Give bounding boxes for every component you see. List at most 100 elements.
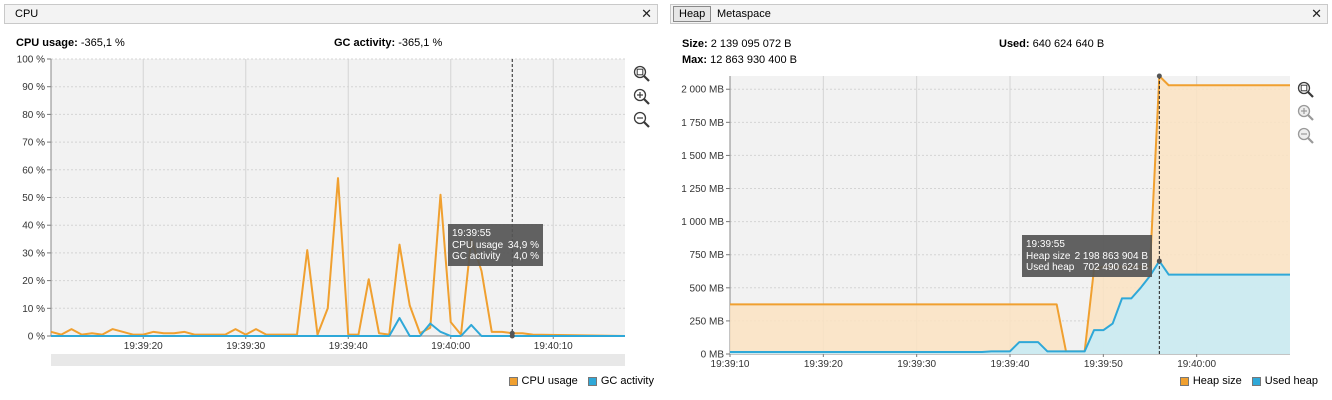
zoom-out-icon (1297, 127, 1314, 144)
zoom-in-icon (633, 88, 650, 105)
heap-ytick-label: 1 000 MB (681, 217, 724, 228)
heap-xtick-label: 19:39:30 (897, 359, 936, 370)
cpu-tooltip-label: GC activity (452, 251, 500, 262)
legend-label-used-heap: Used heap (1264, 375, 1318, 387)
heap-zoom-fit-button[interactable] (1296, 80, 1316, 100)
heap-chart: 0 MB 250 MB 500 MB 750 MB 1 000 MB 1 250 MB 1 … (681, 73, 1290, 370)
heap-ytick-label: 0 MB (701, 350, 725, 361)
heap-xtick-label: 19:40:00 (1177, 359, 1216, 370)
close-cpu-panel-button[interactable]: ✕ (641, 6, 652, 21)
cpu-tab-bar: CPU ✕ (4, 4, 658, 24)
zoom-out-icon (633, 111, 650, 128)
heap-ytick-label: 1 500 MB (681, 151, 724, 162)
legend-item-cpu-usage: CPU usage (508, 375, 578, 387)
legend-swatch-heap-size (1179, 376, 1189, 386)
cpu-ytick-label: 100 % (17, 55, 45, 66)
cpu-usage-value: -365,1 % (80, 37, 125, 49)
heap-tooltip-bg (1022, 235, 1152, 277)
legend-label-cpu-usage: CPU usage (521, 375, 578, 387)
cpu-scrollbar (51, 354, 625, 366)
legend-swatch-cpu-usage (508, 376, 518, 386)
heap-tooltip-value: 2 198 863 904 B (1075, 251, 1149, 262)
zoom-in-button[interactable] (632, 87, 652, 107)
heap-ytick-label: 250 MB (690, 316, 725, 327)
zoom-out-button[interactable] (632, 110, 652, 130)
gc-activity-info: GC activity: -365,1 % (334, 37, 442, 49)
close-memory-panel-button[interactable]: ✕ (1311, 6, 1322, 21)
cpu-ytick-label: 80 % (22, 110, 45, 121)
legend-item-heap-size: Heap size (1179, 375, 1242, 387)
cpu-usage-label: CPU usage: (16, 37, 78, 49)
cursor-point-gc-activity (509, 333, 515, 339)
gc-activity-value: -365,1 % (398, 37, 443, 49)
legend-swatch-gc-activity (587, 376, 597, 386)
heap-xtick-label: 19:39:10 (711, 359, 750, 370)
legend-swatch-used-heap (1251, 376, 1261, 386)
legend-label-gc-activity: GC activity (600, 375, 654, 387)
heap-used-label: Used: (999, 38, 1030, 50)
cpu-ytick-label: 50 % (22, 193, 45, 204)
memory-tab-bar: Heap Metaspace ✕ (670, 4, 1328, 24)
heap-max-value: 12 863 930 400 B (710, 54, 797, 66)
cpu-tooltip-value: 34,9 % (508, 240, 539, 251)
heap-zoom-out-button[interactable] (1296, 126, 1316, 146)
cpu-ytick-label: 40 % (22, 221, 45, 232)
zoom-fit-button[interactable] (632, 64, 652, 84)
heap-size-info: Size: 2 139 095 072 B (682, 38, 792, 50)
series-line-gc-activity (51, 316, 625, 337)
cpu-tooltip-value: 4,0 % (513, 251, 539, 262)
cpu-tooltip-label: CPU usage (452, 240, 504, 251)
heap-ytick-label: 2 000 MB (681, 85, 724, 96)
legend-item-gc-activity: GC activity (587, 375, 654, 387)
heap-ytick-label: 750 MB (690, 250, 725, 261)
heap-tooltip-label: Heap size (1026, 251, 1071, 262)
heap-ytick-label: 1 750 MB (681, 118, 724, 129)
tab-metaspace[interactable]: Metaspace (717, 8, 771, 20)
zoom-in-icon (1297, 104, 1314, 121)
cpu-panel: CPU ✕ CPU usage: -365,1 % GC activity: -… (0, 0, 662, 400)
cpu-xtick-label: 19:39:30 (226, 341, 265, 352)
heap-xtick-label: 19:39:40 (991, 359, 1030, 370)
cpu-tooltip-bg (448, 224, 543, 266)
heap-tooltip-label: Used heap (1026, 262, 1075, 273)
tab-heap[interactable]: Heap (673, 6, 712, 22)
cpu-xtick-label: 19:40:00 (431, 341, 470, 352)
cpu-ytick-label: 10 % (22, 304, 45, 315)
heap-size-label: Size: (682, 38, 708, 50)
cpu-legend: CPU usage GC activity (499, 375, 654, 387)
cpu-xtick-label: 19:40:10 (534, 341, 573, 352)
cpu-xtick-label: 19:39:20 (124, 341, 163, 352)
heap-xtick-label: 19:39:50 (1084, 359, 1123, 370)
cursor-point-used-heap (1156, 258, 1162, 264)
cpu-ytick-label: 90 % (22, 82, 45, 93)
heap-tooltip-time: 19:39:55 (1026, 239, 1065, 250)
heap-size-value: 2 139 095 072 B (710, 38, 792, 50)
legend-label-heap-size: Heap size (1192, 375, 1242, 387)
heap-tooltip-value: 702 490 624 B (1083, 262, 1148, 273)
gc-activity-label: GC activity: (334, 37, 396, 49)
memory-panel: Heap Metaspace ✕ Size: 2 139 095 072 B U… (666, 0, 1332, 400)
heap-ytick-label: 1 250 MB (681, 184, 724, 195)
heap-zoom-in-button[interactable] (1296, 103, 1316, 123)
cpu-ytick-label: 0 % (28, 332, 45, 343)
cpu-tooltip-time: 19:39:55 (452, 228, 491, 239)
legend-item-used-heap: Used heap (1251, 375, 1318, 387)
heap-used-value: 640 624 640 B (1032, 38, 1105, 50)
tab-cpu[interactable]: CPU (15, 8, 39, 20)
heap-max-label: Max: (682, 54, 708, 66)
cursor-point-heap-size (1156, 73, 1162, 79)
cpu-xtick-label: 19:39:40 (329, 341, 368, 352)
cpu-ytick-label: 30 % (22, 248, 45, 259)
cpu-ytick-label: 20 % (22, 276, 45, 287)
heap-max-info: Max: 12 863 930 400 B (682, 54, 797, 66)
cpu-ytick-label: 60 % (22, 165, 45, 176)
heap-legend: Heap size Used heap (1170, 375, 1318, 387)
heap-used-info: Used: 640 624 640 B (999, 38, 1104, 50)
cpu-chart: 0 % 10 % 20 % 30 % 40 % 50 % 60 % 70 % 80 % 90 % 1… (17, 55, 626, 366)
series-area-used-heap (730, 261, 1290, 354)
heap-xtick-label: 19:39:20 (804, 359, 843, 370)
cpu-usage-info: CPU usage: -365,1 % (16, 37, 125, 49)
heap-ytick-label: 500 MB (690, 283, 725, 294)
